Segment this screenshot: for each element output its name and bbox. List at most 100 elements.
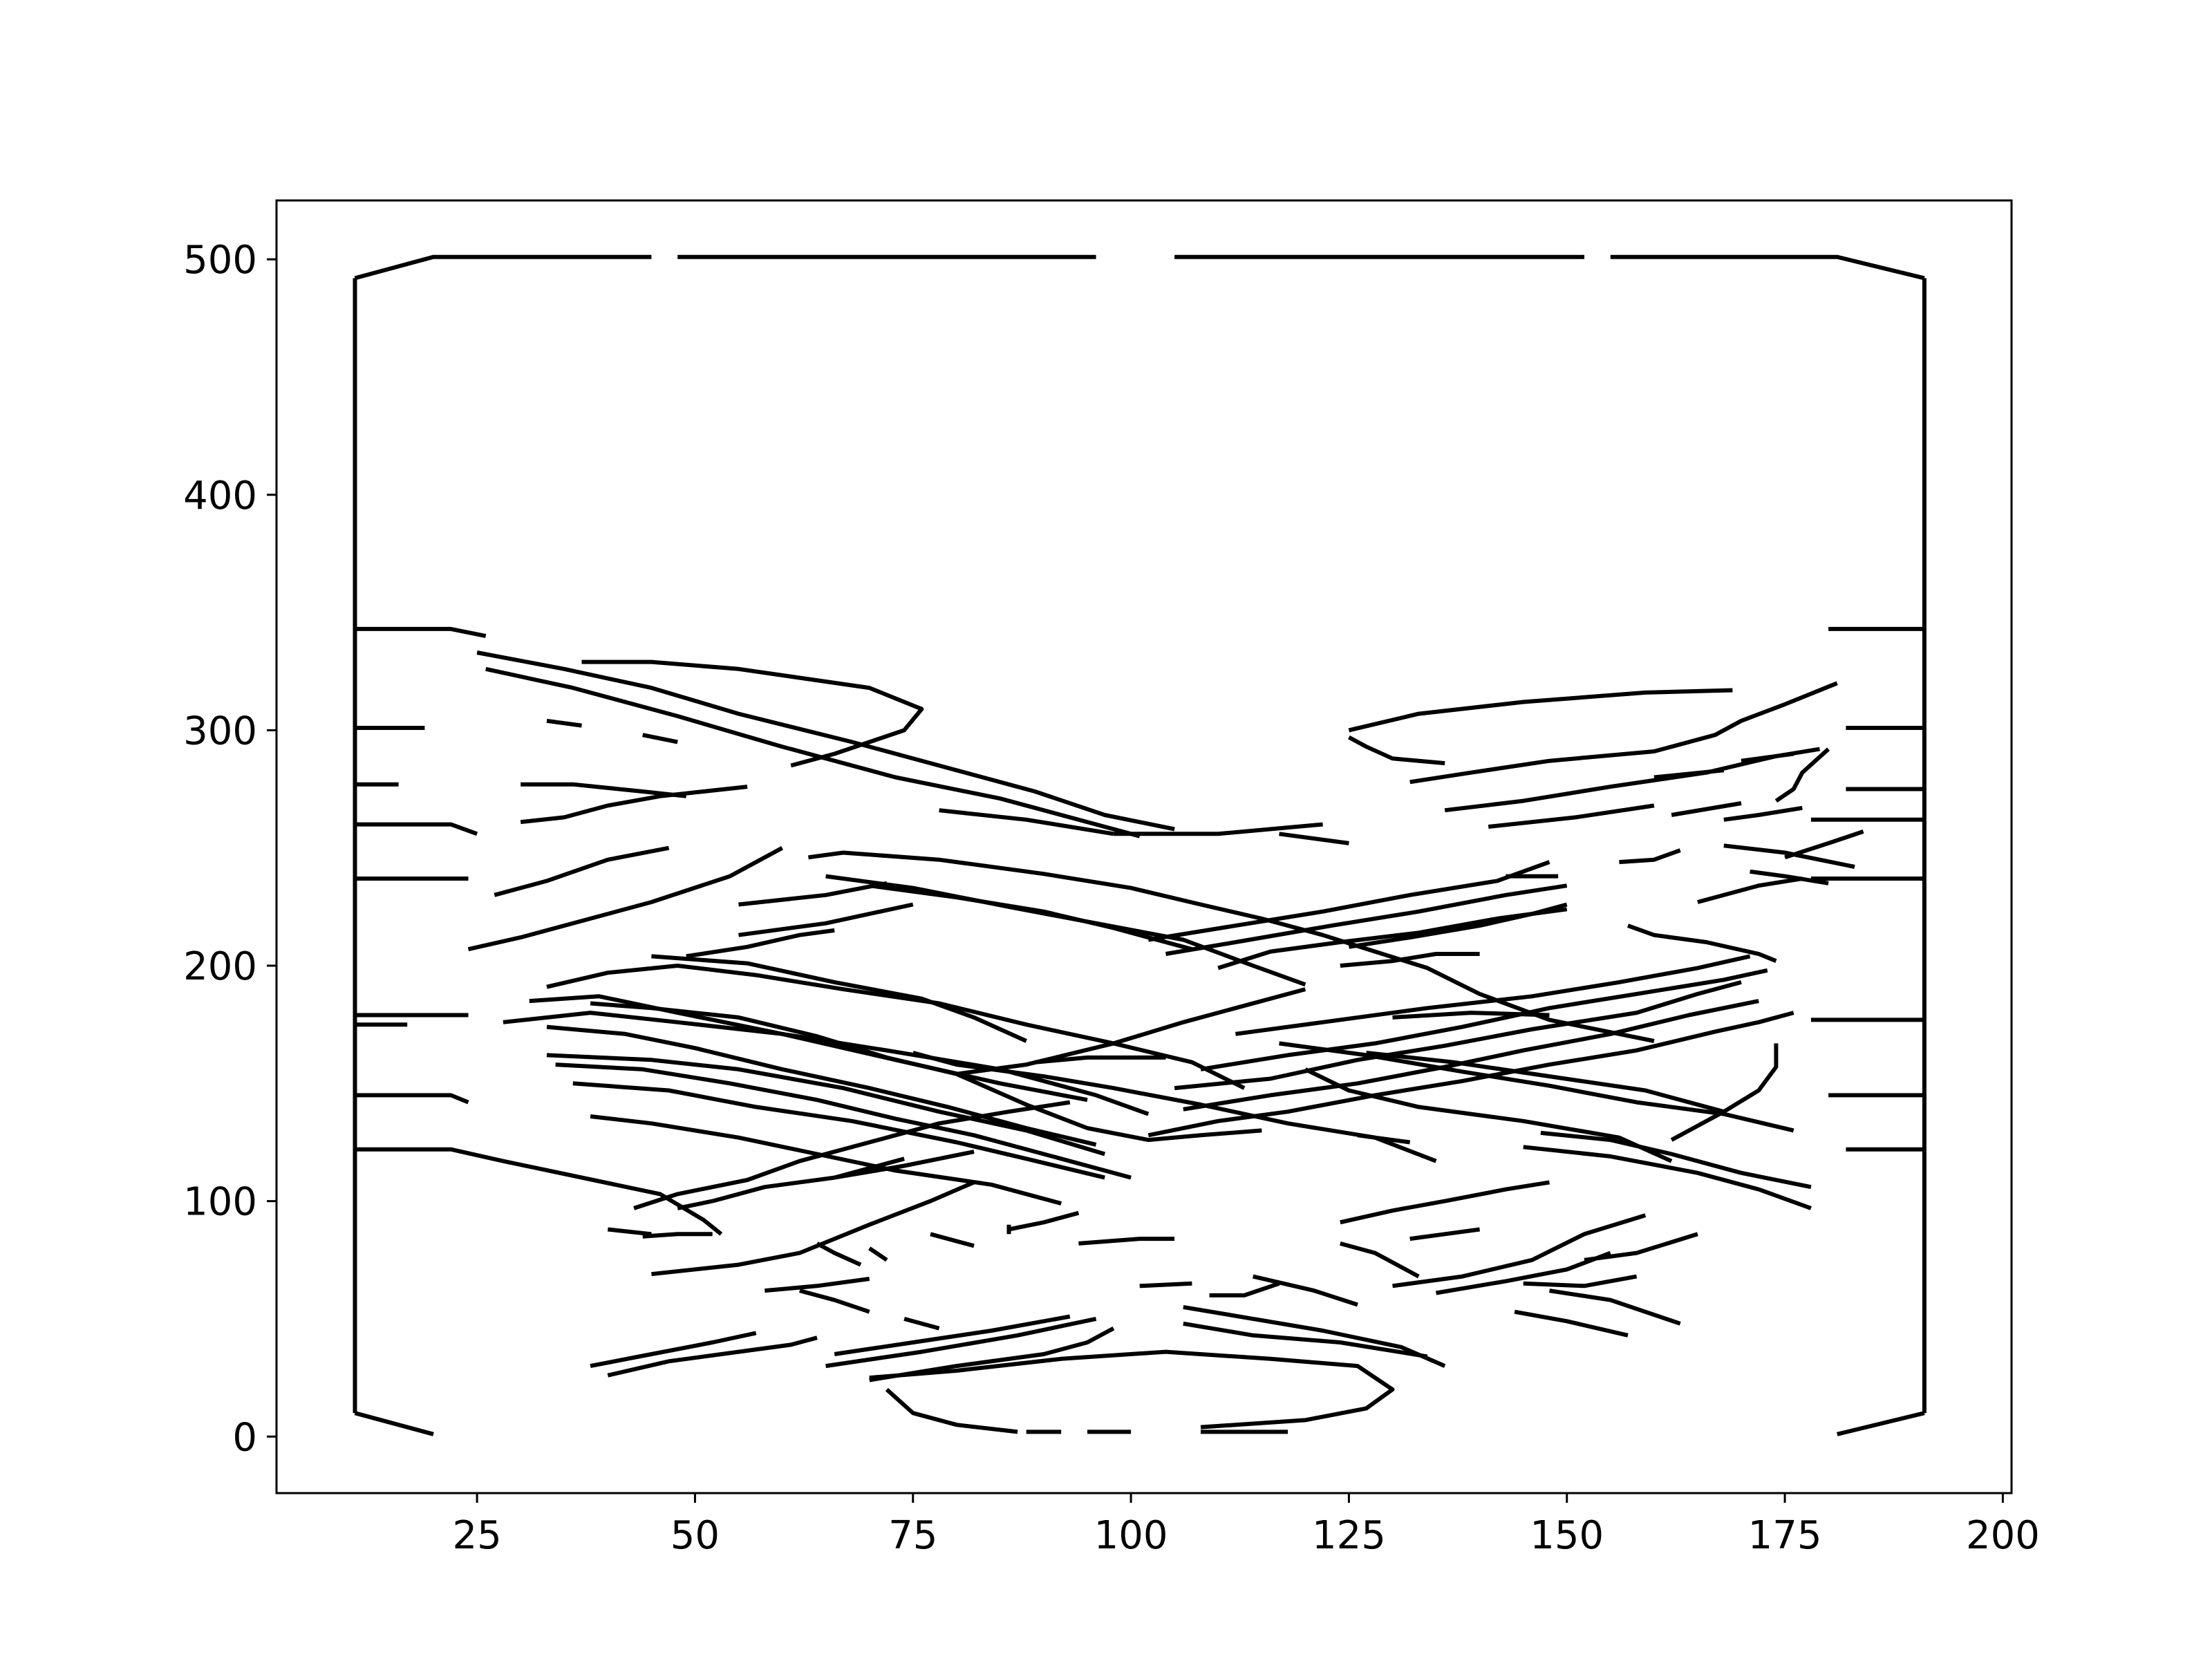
edge-segment xyxy=(825,874,1306,987)
edge-segment xyxy=(1340,1241,1420,1279)
edge-segment xyxy=(355,626,487,639)
edge-segment xyxy=(1784,830,1864,860)
edge-segment xyxy=(1627,924,1777,963)
edge-segment xyxy=(1670,1043,1779,1142)
edge-segment xyxy=(1235,954,1751,1036)
edge-segment xyxy=(930,1232,975,1248)
edge-segment xyxy=(607,1335,818,1378)
edge-segment xyxy=(869,1326,1115,1382)
edge-segment xyxy=(1392,1213,1647,1288)
y-tick-label: 300 xyxy=(183,709,257,753)
edge-segment xyxy=(1217,907,1568,971)
edge-segment xyxy=(1366,1051,1725,1114)
edge-segment xyxy=(1347,735,1445,766)
edge-segment xyxy=(467,846,784,952)
edge-segment xyxy=(1340,952,1480,968)
edge-segment xyxy=(355,1093,469,1105)
edge-segment xyxy=(1409,681,1838,785)
edge-segment xyxy=(939,808,1114,836)
edge-segment xyxy=(1147,1011,1794,1138)
edge-segment xyxy=(1741,751,1794,763)
edge-segment xyxy=(1200,968,1768,1071)
edge-segment xyxy=(834,1156,905,1180)
edge-segment xyxy=(633,1100,1071,1210)
edge-segment xyxy=(355,1147,723,1236)
x-tick-label: 200 xyxy=(1966,1513,2040,1558)
edge-segment xyxy=(1357,1133,1411,1145)
y-tick-label: 400 xyxy=(183,474,257,518)
edge-segment xyxy=(1671,801,1742,817)
edge-segment xyxy=(1340,1180,1550,1225)
edge-segment xyxy=(1008,1210,1080,1232)
edge-segment xyxy=(1619,848,1681,865)
edge-segment xyxy=(1279,832,1349,845)
x-tick-label: 25 xyxy=(452,1513,501,1558)
edge-segment xyxy=(1723,805,1803,822)
edge-segment xyxy=(1209,1281,1280,1297)
edge-segment xyxy=(651,954,1027,1043)
edge-segment xyxy=(1348,688,1733,733)
edge-segment xyxy=(651,1180,975,1277)
x-axis: 25 50 75 100 125 150 175 200 xyxy=(452,1493,2040,1558)
edge-segment xyxy=(590,1114,1062,1206)
x-tick-label: 50 xyxy=(671,1513,720,1558)
edge-segment xyxy=(1183,1304,1446,1368)
edge-segment xyxy=(1540,1130,1812,1190)
y-tick-label: 200 xyxy=(183,944,257,989)
edge-segment xyxy=(581,659,924,768)
edge-segment xyxy=(885,1387,1018,1434)
edge-segment xyxy=(555,1062,1132,1180)
edge-segment xyxy=(816,1241,862,1267)
edge-segment xyxy=(1174,980,1742,1091)
edge-segment xyxy=(1523,1274,1638,1288)
edge-segment xyxy=(1392,1011,1550,1020)
edge-segment xyxy=(1078,1237,1175,1246)
edge-segment xyxy=(1409,1227,1481,1241)
edge-segment xyxy=(546,964,1246,1090)
edge-segment xyxy=(520,785,748,825)
edge-segment xyxy=(1183,999,1759,1112)
edge-segment xyxy=(825,1316,1097,1369)
series-layer xyxy=(353,254,1927,1436)
edge-segment xyxy=(642,1232,713,1239)
edge-segment xyxy=(546,1053,1106,1156)
y-tick-label: 0 xyxy=(232,1415,257,1460)
edge-segment xyxy=(1514,1309,1629,1338)
x-tick-label: 150 xyxy=(1530,1513,1604,1558)
edge-segment xyxy=(1653,768,1725,780)
x-tick-label: 75 xyxy=(888,1513,937,1558)
edge-segment xyxy=(354,254,652,281)
edge-segment xyxy=(1035,1055,1166,1065)
edge-segment xyxy=(1523,1145,1812,1210)
x-tick-label: 175 xyxy=(1748,1513,1822,1558)
x-tick-label: 125 xyxy=(1312,1513,1386,1558)
edge-segment xyxy=(738,881,888,907)
edge-segment xyxy=(738,902,914,937)
edge-segment xyxy=(1750,869,1829,885)
edge-segment xyxy=(494,845,670,897)
edge-segment xyxy=(590,1331,757,1369)
edge-segment xyxy=(868,1246,888,1262)
x-tick-label: 100 xyxy=(1094,1513,1168,1558)
axes-frame xyxy=(275,199,2013,1494)
edge-segment xyxy=(1774,747,1830,803)
y-tick-label: 500 xyxy=(183,238,257,283)
edge-segment xyxy=(1253,1274,1358,1307)
edge-segment xyxy=(642,733,678,744)
edge-segment xyxy=(807,850,1655,1043)
edge-segment xyxy=(485,666,1141,838)
edge-segment xyxy=(546,718,582,728)
edge-segment xyxy=(765,1277,870,1293)
edge-segment xyxy=(1723,843,1855,869)
edge-segment xyxy=(677,1199,713,1210)
y-tick-label: 100 xyxy=(183,1180,257,1225)
edge-segment xyxy=(834,1314,1071,1356)
edge-segment xyxy=(1435,1250,1611,1295)
edge-segment xyxy=(799,1288,870,1314)
edge-segment xyxy=(607,1227,652,1237)
y-axis: 0 100 200 300 400 500 xyxy=(183,238,276,1460)
edge-segment xyxy=(1549,1288,1681,1326)
edge-segment xyxy=(1836,1411,1925,1436)
